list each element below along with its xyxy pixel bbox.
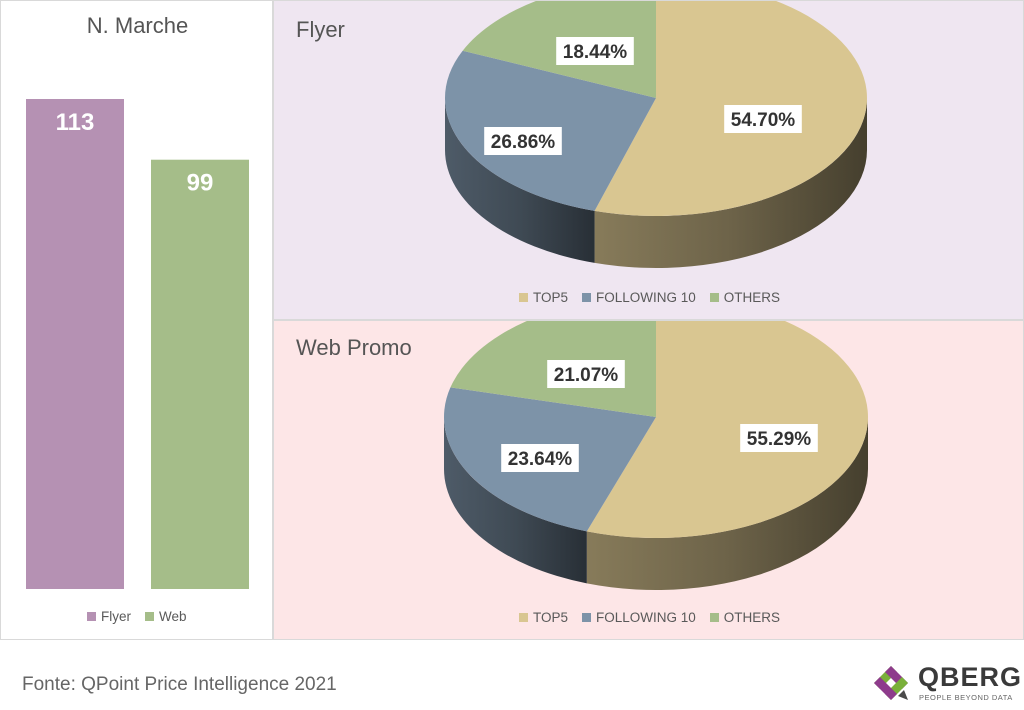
- pie-label-box-others: [556, 37, 634, 65]
- web-promo-pie-panel: Web Promo 55.29% 23.64% 21.07% TOP5 FOLLOW…: [273, 320, 1024, 640]
- legend-label-following10: FOLLOWING 10: [596, 290, 696, 305]
- pie-side-following-10: [445, 98, 595, 263]
- legend-label-top5: TOP5: [533, 610, 569, 625]
- source-note: Fonte: QPoint Price Intelligence 2021: [22, 674, 337, 695]
- web-promo-pie-chart: 55.29% 23.64% 21.07%: [444, 321, 868, 590]
- legend-swatch-web: [145, 612, 154, 621]
- bar-chart: 113 99: [26, 99, 249, 590]
- legend-label-web: Web: [159, 609, 187, 624]
- pie-value-label-top5: 55.29%: [747, 429, 812, 450]
- legend-item-top5: TOP5: [519, 290, 568, 305]
- pie-label-box-top5: [724, 105, 802, 133]
- flyer-pie-legend: TOP5 FOLLOWING 10 OTHERS: [519, 290, 780, 305]
- bar-chart-panel: N. Marche 113 99 Flyer Web: [0, 0, 273, 640]
- legend-swatch-following10: [582, 293, 592, 302]
- pie-label-box-following-10: [501, 444, 579, 472]
- pie-label-box-top5: [740, 424, 818, 452]
- pie-side-following-10: [444, 417, 587, 584]
- legend-label-others: OTHERS: [723, 290, 781, 305]
- legend-item-following10: FOLLOWING 10: [582, 610, 696, 625]
- bar-chart-legend: Flyer Web: [87, 609, 187, 624]
- legend-item-others: OTHERS: [709, 290, 781, 305]
- logo-wordmark: QBERG: [918, 662, 1023, 692]
- bar-value-label-flyer: 113: [56, 109, 95, 136]
- pie-value-label-others: 18.44%: [563, 42, 628, 63]
- bar-value-label-web: 99: [187, 170, 214, 197]
- flyer-pie-panel: Flyer 54.70% 26.86% 18.44% TOP5 FOLLOWING …: [273, 0, 1024, 320]
- legend-swatch-flyer: [87, 612, 96, 621]
- qberg-logo-icon: [874, 666, 908, 700]
- legend-item-top5: TOP5: [519, 610, 568, 625]
- pie-value-label-others: 21.07%: [554, 365, 619, 386]
- pie-label-box-others: [547, 360, 625, 388]
- pie-label-box-following-10: [484, 127, 562, 155]
- legend-label-following10: FOLLOWING 10: [596, 610, 696, 625]
- legend-label-others: OTHERS: [723, 610, 781, 625]
- legend-swatch-top5: [519, 613, 528, 622]
- pie-value-label-following-10: 26.86%: [491, 132, 556, 153]
- web-promo-pie-title: Web Promo: [296, 335, 412, 360]
- legend-swatch-following10: [582, 613, 592, 622]
- web-promo-pie-legend: TOP5 FOLLOWING 10 OTHERS: [519, 610, 780, 625]
- bar-chart-title: N. Marche: [86, 13, 189, 38]
- pie-side-top5: [586, 417, 868, 590]
- pie-side-top5: [594, 98, 867, 268]
- pie-slice-top5: [586, 321, 868, 538]
- flyer-pie-title: Flyer: [296, 17, 345, 42]
- legend-label-top5: TOP5: [533, 290, 569, 305]
- legend-item-flyer: Flyer: [87, 609, 131, 624]
- legend-swatch-others: [709, 293, 719, 302]
- logo-tagline: PEOPLE BEYOND DATA: [919, 693, 1013, 702]
- pie-value-label-following-10: 23.64%: [508, 449, 573, 470]
- bar-web: [151, 159, 249, 590]
- legend-label-flyer: Flyer: [101, 609, 131, 624]
- bar-flyer: [26, 99, 124, 589]
- qberg-logo: QBERG PEOPLE BEYOND DATA: [868, 660, 1021, 706]
- legend-item-others: OTHERS: [709, 610, 781, 625]
- legend-swatch-top5: [519, 293, 528, 302]
- legend-swatch-others: [709, 613, 719, 622]
- legend-item-following10: FOLLOWING 10: [582, 290, 696, 305]
- pie-value-label-top5: 54.70%: [731, 110, 796, 131]
- legend-item-web: Web: [145, 609, 187, 624]
- flyer-pie-chart: 54.70% 26.86% 18.44%: [445, 1, 867, 268]
